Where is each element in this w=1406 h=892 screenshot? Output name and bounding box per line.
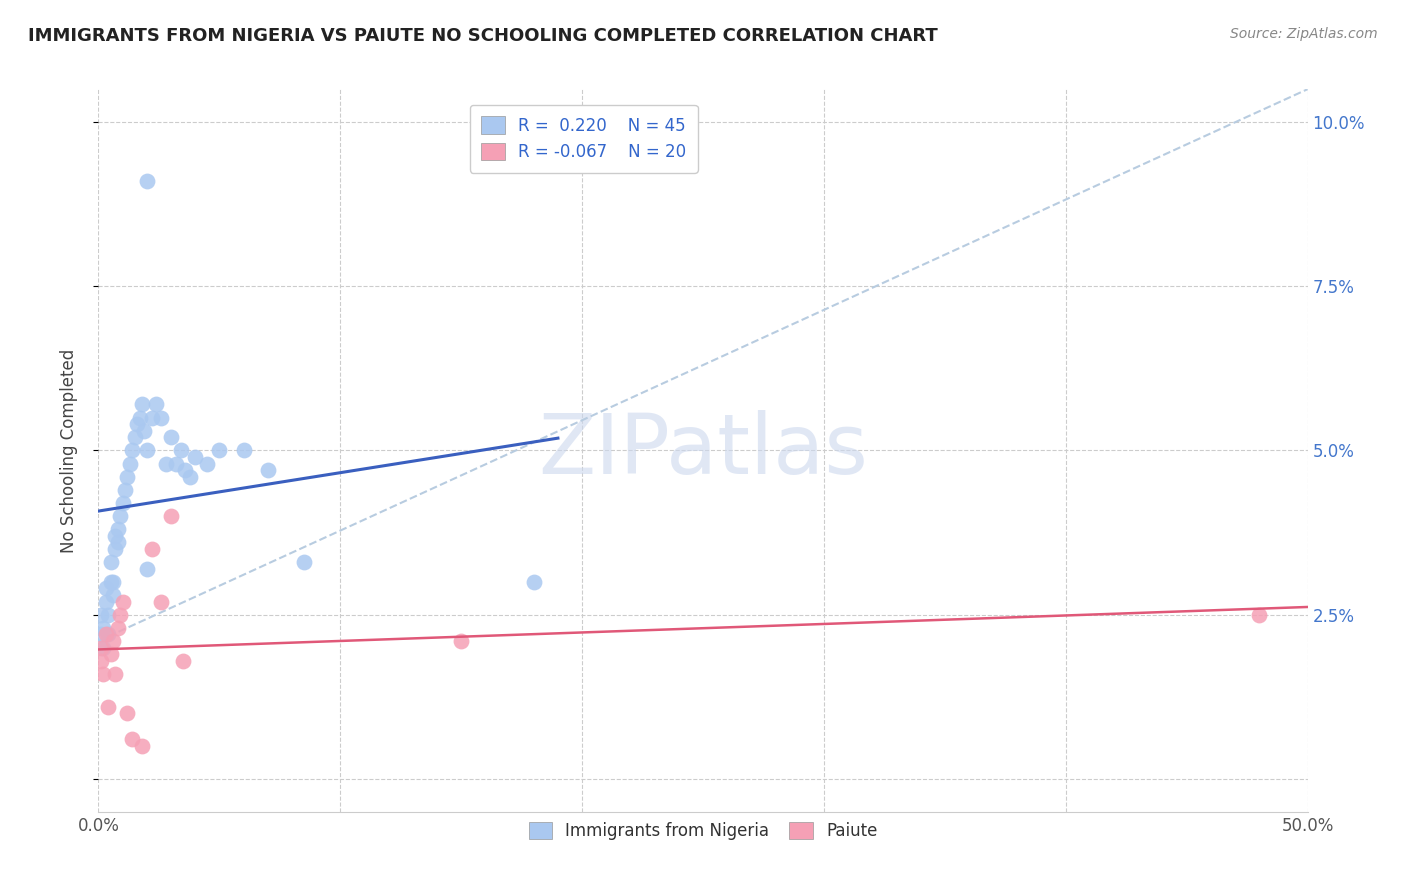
Point (118, 457, 141, 471)
Point (101, 588, 124, 602)
Point (184, 450, 207, 464)
Point (107, 621, 129, 635)
Point (232, 443, 254, 458)
Y-axis label: No Schooling Completed: No Schooling Completed (59, 349, 77, 552)
Point (150, 594, 173, 608)
Text: ZIPatlas: ZIPatlas (538, 410, 868, 491)
Point (97, 607, 120, 622)
Point (128, 410, 150, 425)
Point (134, 424, 156, 438)
Point (256, 463, 278, 477)
Point (108, 607, 131, 622)
Point (100, 555, 122, 569)
Point (195, 457, 218, 471)
Point (174, 463, 197, 477)
Point (111, 496, 134, 510)
Point (90, 627, 112, 641)
Point (131, 739, 153, 753)
Point (90, 654, 112, 668)
Point (91, 666, 114, 681)
Point (160, 430, 183, 444)
Point (141, 541, 163, 556)
Point (94, 627, 117, 641)
Point (450, 634, 472, 648)
Point (101, 634, 124, 648)
Point (97, 699, 120, 714)
Point (94, 582, 117, 596)
Point (127, 417, 149, 432)
Point (1249, 607, 1271, 622)
Text: IMMIGRANTS FROM NIGERIA VS PAIUTE NO SCHOOLING COMPLETED CORRELATION CHART: IMMIGRANTS FROM NIGERIA VS PAIUTE NO SCH… (28, 27, 938, 45)
Point (292, 555, 315, 569)
Point (107, 522, 129, 536)
Point (104, 666, 127, 681)
Point (97, 627, 120, 641)
Point (100, 574, 122, 589)
Point (114, 483, 136, 497)
Point (100, 647, 122, 661)
Point (90, 640, 112, 655)
Point (90, 607, 112, 622)
Point (91, 621, 114, 635)
Point (523, 574, 546, 589)
Point (208, 443, 231, 458)
Point (117, 706, 139, 721)
Point (121, 443, 143, 458)
Point (117, 469, 139, 483)
Point (179, 469, 201, 483)
Point (107, 535, 129, 549)
Point (165, 457, 187, 471)
Point (124, 430, 146, 444)
Point (135, 174, 157, 188)
Point (111, 594, 134, 608)
Point (101, 574, 124, 589)
Point (145, 397, 167, 411)
Point (91, 640, 114, 655)
Point (150, 410, 173, 425)
Point (104, 529, 127, 543)
Point (131, 397, 153, 411)
Point (135, 443, 157, 458)
Legend: Immigrants from Nigeria, Paiute: Immigrants from Nigeria, Paiute (522, 815, 884, 847)
Point (108, 509, 131, 524)
Text: Source: ZipAtlas.com: Source: ZipAtlas.com (1230, 27, 1378, 41)
Point (141, 410, 163, 425)
Point (104, 541, 127, 556)
Point (155, 457, 177, 471)
Point (135, 562, 157, 576)
Point (160, 509, 183, 524)
Point (172, 654, 194, 668)
Point (121, 732, 143, 747)
Point (94, 594, 117, 608)
Point (169, 443, 191, 458)
